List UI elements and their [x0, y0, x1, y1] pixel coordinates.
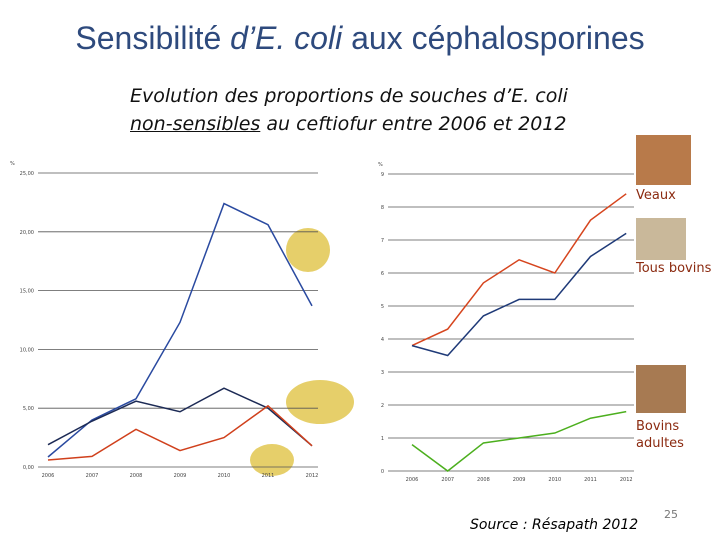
x-tick-label: 2007 — [86, 473, 99, 479]
x-tick-label: 2008 — [477, 477, 490, 483]
y-axis-label: % — [10, 161, 15, 167]
x-tick-label: 2011 — [584, 477, 597, 483]
x-tick-label: 2006 — [42, 473, 55, 479]
x-tick-label: 2012 — [620, 477, 633, 483]
y-tick-label: 6 — [381, 271, 384, 277]
turkey-icon — [250, 444, 294, 476]
x-tick-label: 2010 — [548, 477, 561, 483]
x-tick-label: 2010 — [218, 473, 231, 479]
y-tick-label: 7 — [381, 238, 384, 244]
herd-photo — [636, 218, 686, 260]
cow-photo — [636, 365, 686, 413]
title: Sensibilité d’E. coli aux céphalosporine… — [0, 20, 720, 57]
y-tick-label: 5,00 — [23, 406, 34, 412]
x-tick-label: 2008 — [130, 473, 143, 479]
subtitle-part: non-sensibles — [130, 113, 261, 135]
pig-icon — [286, 380, 354, 424]
y-tick-label: 0 — [381, 469, 384, 475]
title-part: aux céphalosporines — [342, 20, 645, 56]
subtitle-part: au ceftiofur entre 2006 et 2012 — [260, 113, 567, 135]
series-line — [411, 232, 627, 357]
series-line — [411, 193, 627, 347]
y-tick-label: 20,00 — [20, 230, 34, 236]
y-tick-label: 15,00 — [20, 289, 34, 295]
y-tick-label: 25,00 — [20, 171, 34, 177]
x-tick-label: 2011 — [262, 473, 275, 479]
x-tick-label: 2007 — [441, 477, 454, 483]
page-number: 25 — [664, 508, 678, 521]
y-axis-label: % — [378, 162, 383, 168]
series-line — [47, 404, 313, 461]
y-tick-label: 8 — [381, 205, 384, 211]
title-part: Sensibilité — [75, 20, 231, 56]
series-line — [411, 410, 627, 472]
subtitle: Evolution des proportions de souches d’E… — [130, 82, 568, 138]
y-tick-label: 9 — [381, 172, 384, 178]
title-part: d’E. coli — [230, 20, 343, 56]
x-tick-label: 2006 — [406, 477, 419, 483]
y-tick-label: 5 — [381, 304, 384, 310]
y-tick-label: 10,00 — [20, 347, 34, 353]
calf-photo — [636, 135, 691, 185]
y-tick-label: 2 — [381, 403, 384, 409]
legend-label: Veaux — [636, 188, 676, 203]
y-tick-label: 3 — [381, 370, 384, 376]
series-line — [47, 202, 313, 458]
legend-label: Bovins adultes — [636, 419, 684, 451]
legend-label: Tous bovins — [636, 261, 712, 276]
chicken-icon — [286, 228, 330, 272]
x-tick-label: 2012 — [306, 473, 319, 479]
y-tick-label: 0,00 — [23, 465, 34, 471]
y-tick-label: 4 — [381, 337, 384, 343]
source: Source : Résapath 2012 — [470, 517, 639, 533]
subtitle-line: Evolution des proportions de souches d’E… — [130, 85, 568, 107]
series-line — [47, 387, 313, 447]
x-tick-label: 2009 — [513, 477, 526, 483]
y-tick-label: 1 — [381, 436, 384, 442]
x-tick-label: 2009 — [174, 473, 187, 479]
